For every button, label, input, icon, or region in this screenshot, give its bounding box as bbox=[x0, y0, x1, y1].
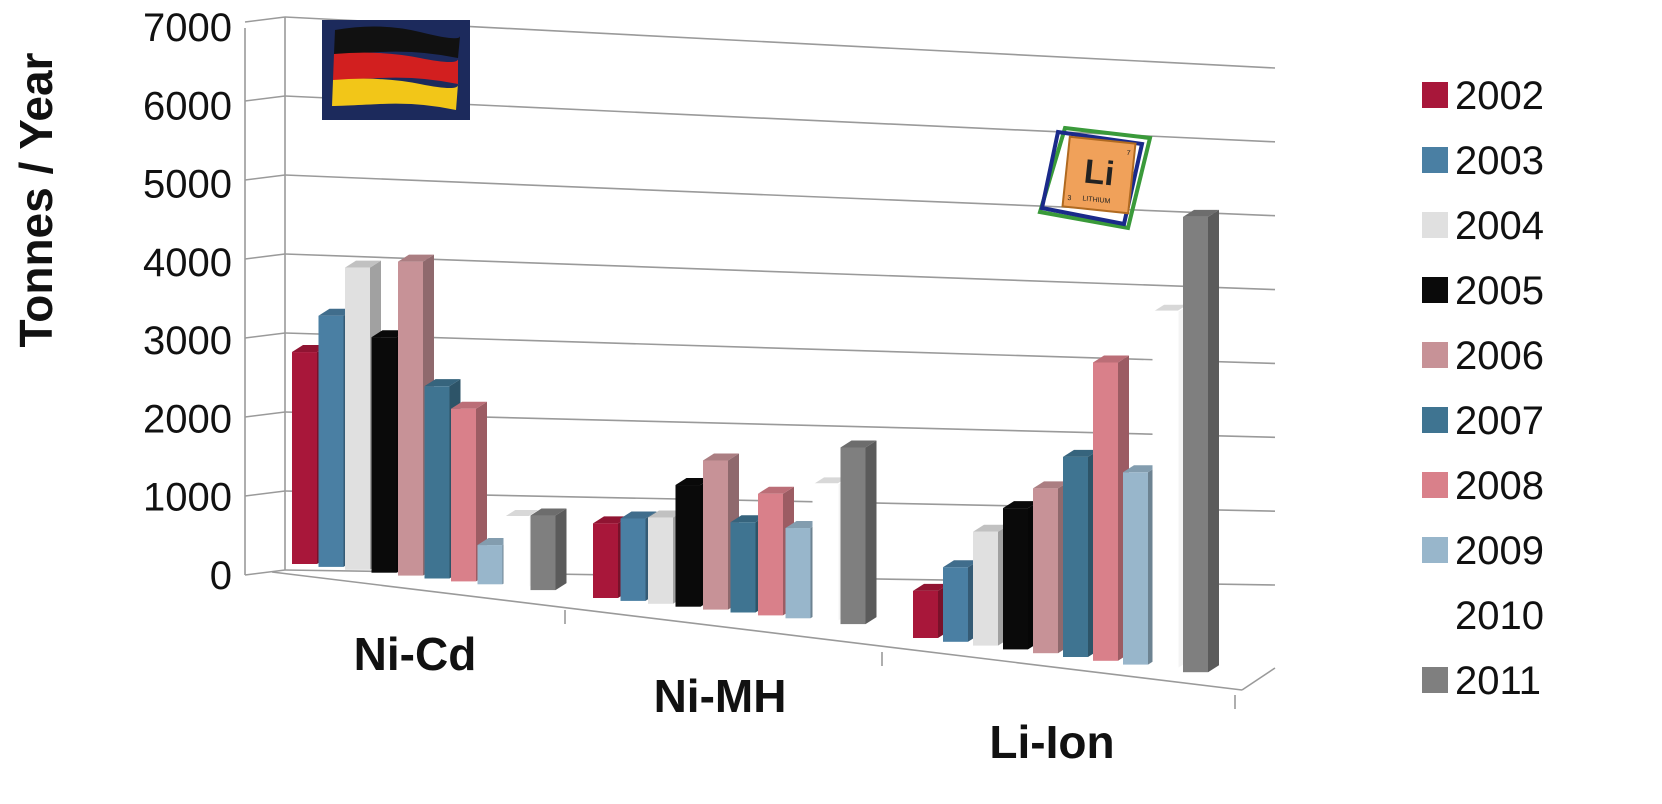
gridline-depth bbox=[244, 95, 286, 102]
legend-item-2008: 2008 bbox=[1422, 464, 1544, 508]
y-tick-label: 6000 bbox=[143, 84, 232, 128]
y-tick-label: 0 bbox=[210, 554, 232, 598]
legend-swatch bbox=[1422, 667, 1448, 693]
gridline-depth bbox=[244, 411, 286, 418]
svg-text:7: 7 bbox=[1126, 150, 1131, 157]
svg-text:3: 3 bbox=[1067, 195, 1072, 202]
category-label: Ni-MH bbox=[654, 670, 787, 722]
gridline-depth bbox=[244, 16, 286, 23]
legend-label: 2005 bbox=[1455, 269, 1544, 313]
floor-edge bbox=[1241, 667, 1276, 691]
x-axis-line bbox=[271, 571, 1243, 691]
legend-label: 2008 bbox=[1455, 464, 1544, 508]
y-tick-label: 4000 bbox=[143, 241, 232, 285]
legend-label: 2007 bbox=[1455, 399, 1544, 443]
legend: 2002 2003 2004 2005 2006 2007 2008 2009 2010 2011 bbox=[1422, 74, 1544, 703]
bar-Li-Ion-2010 bbox=[1151, 303, 1191, 670]
gridline-depth bbox=[244, 332, 286, 339]
legend-label: 2006 bbox=[1455, 334, 1544, 378]
legend-item-2011: 2011 bbox=[1422, 659, 1541, 703]
legend-swatch bbox=[1422, 277, 1448, 303]
bar-Ni-Cd-2008 bbox=[451, 401, 487, 582]
legend-swatch bbox=[1422, 212, 1448, 238]
legend-swatch bbox=[1422, 537, 1448, 563]
svg-text:LITHIUM: LITHIUM bbox=[1082, 195, 1111, 205]
gridline bbox=[284, 253, 1276, 291]
bar-Ni-Cd-2011 bbox=[530, 508, 567, 591]
legend-item-2010: 2010 bbox=[1422, 594, 1544, 638]
legend-swatch bbox=[1422, 602, 1448, 628]
gridline-depth bbox=[244, 569, 286, 576]
bar-Ni-MH-2011 bbox=[840, 440, 877, 625]
legend-label: 2002 bbox=[1455, 74, 1544, 118]
y-tick-label: 1000 bbox=[143, 476, 232, 520]
bars bbox=[292, 209, 1219, 673]
legend-item-2007: 2007 bbox=[1422, 399, 1544, 443]
germany-flag-icon bbox=[322, 20, 470, 120]
legend-swatch bbox=[1422, 472, 1448, 498]
y-tick-label: 5000 bbox=[143, 163, 232, 207]
gridline-depth bbox=[244, 253, 286, 260]
bar-Li-Ion-2011 bbox=[1183, 209, 1219, 673]
lithium-element-icon: Li LITHIUM 7 3 bbox=[1037, 125, 1153, 231]
gridline-depth bbox=[244, 490, 286, 497]
legend-item-2009: 2009 bbox=[1422, 529, 1544, 573]
gridline-depth bbox=[244, 174, 286, 181]
svg-text:Li: Li bbox=[1082, 153, 1116, 194]
legend-item-2005: 2005 bbox=[1422, 269, 1544, 313]
category-label: Ni-Cd bbox=[354, 628, 477, 680]
legend-item-2004: 2004 bbox=[1422, 204, 1544, 248]
y-axis-label: Tonnes / Year bbox=[10, 52, 62, 347]
legend-swatch bbox=[1422, 147, 1448, 173]
legend-item-2006: 2006 bbox=[1422, 334, 1544, 378]
legend-swatch bbox=[1422, 407, 1448, 433]
y-tick-label: 3000 bbox=[143, 319, 232, 363]
legend-label: 2010 bbox=[1455, 594, 1544, 638]
legend-label: 2003 bbox=[1455, 139, 1544, 183]
legend-item-2002: 2002 bbox=[1422, 74, 1544, 118]
legend-label: 2009 bbox=[1455, 529, 1544, 573]
legend-label: 2004 bbox=[1455, 204, 1544, 248]
y-tick-label: 2000 bbox=[143, 397, 232, 441]
legend-label: 2011 bbox=[1455, 659, 1541, 703]
legend-item-2003: 2003 bbox=[1422, 139, 1544, 183]
y-tick-label: 7000 bbox=[143, 6, 232, 50]
category-labels: Ni-Cd Ni-MH Li-Ion bbox=[354, 628, 1115, 768]
legend-swatch bbox=[1422, 342, 1448, 368]
y-axis-ticks: 0 1000 2000 3000 4000 5000 6000 7000 bbox=[143, 6, 232, 598]
category-label: Li-Ion bbox=[989, 716, 1114, 768]
legend-swatch bbox=[1422, 82, 1448, 108]
